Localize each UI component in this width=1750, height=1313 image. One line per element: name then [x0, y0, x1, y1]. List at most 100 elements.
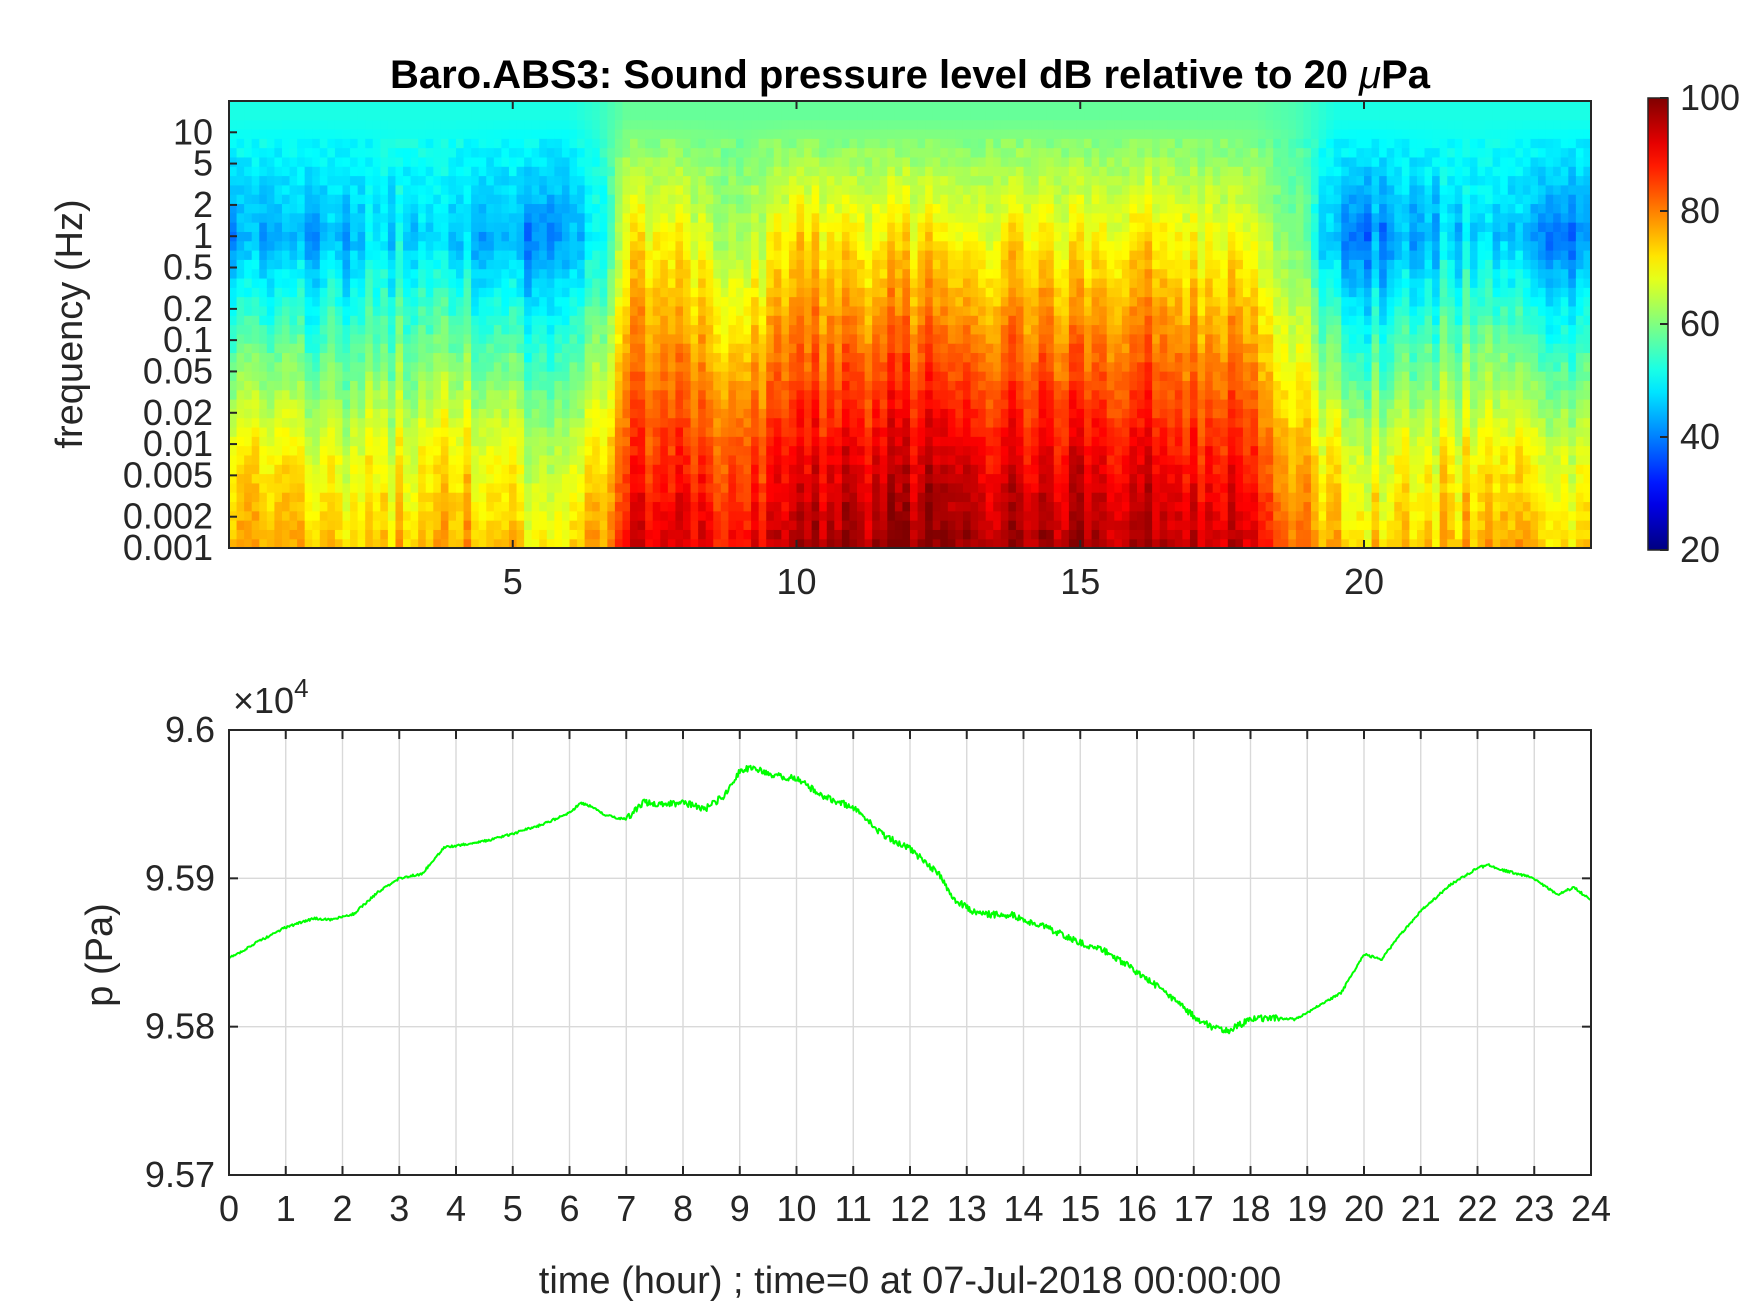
heatmap-cell — [281, 492, 291, 503]
heatmap-cell — [910, 473, 919, 484]
heatmap-cell — [592, 259, 601, 270]
heatmap-cell — [236, 277, 245, 288]
heatmap-cell — [312, 371, 321, 381]
heatmap-cell — [637, 492, 646, 503]
heatmap-cell — [607, 380, 616, 391]
heatmap-cell — [266, 128, 275, 139]
heatmap-cell — [342, 277, 351, 288]
heatmap-cell — [524, 445, 533, 456]
heatmap-cell — [978, 408, 987, 419]
heatmap-cell — [879, 436, 888, 447]
heatmap-cell — [539, 240, 548, 251]
heatmap-cell — [546, 473, 555, 484]
heatmap-cell — [266, 156, 275, 167]
heatmap-cell — [894, 101, 904, 111]
heatmap-cell — [1000, 277, 1009, 288]
heatmap-cell — [773, 510, 782, 521]
heatmap-cell — [478, 175, 487, 186]
heatmap-cell — [539, 101, 548, 111]
heatmap-cell — [357, 324, 366, 335]
heatmap-cell — [713, 250, 722, 260]
heatmap-cell — [925, 110, 934, 121]
heatmap-cell — [448, 203, 457, 214]
heatmap-cell — [788, 128, 798, 139]
heatmap-cell — [327, 473, 336, 484]
heatmap-cell — [637, 371, 646, 381]
heatmap-cell — [872, 222, 881, 232]
heatmap-cell — [758, 482, 767, 493]
heatmap-cell — [781, 454, 790, 465]
heatmap-cell — [925, 268, 934, 279]
heatmap-cell — [773, 128, 782, 139]
heatmap-cell — [713, 501, 722, 512]
heatmap-cell — [334, 324, 344, 335]
heatmap-cell — [599, 399, 608, 409]
heatmap-cell — [698, 194, 707, 205]
heatmap-cell — [440, 361, 450, 372]
heatmap-cell — [940, 259, 949, 270]
heatmap-cell — [690, 231, 699, 242]
heatmap-cell — [894, 464, 904, 475]
heatmap-cell — [743, 436, 752, 447]
heatmap-cell — [516, 343, 525, 354]
heatmap-cell — [962, 175, 972, 186]
heatmap-cell — [781, 510, 790, 521]
heatmap-cell — [554, 203, 563, 214]
heatmap-cell — [463, 240, 472, 251]
heatmap-cell — [304, 399, 313, 409]
heatmap-cell — [569, 305, 578, 316]
heatmap-cell — [758, 343, 767, 354]
heatmap-cell — [312, 250, 321, 260]
heatmap-cell — [902, 315, 911, 326]
heatmap-cell — [630, 417, 639, 428]
heatmap-cell — [501, 436, 510, 447]
heatmap-cell — [637, 184, 646, 195]
heatmap-cell — [365, 436, 374, 447]
heatmap-cell — [705, 473, 714, 484]
heatmap-cell — [622, 529, 631, 540]
heatmap-cell — [993, 212, 1002, 223]
heatmap-cell — [781, 529, 790, 540]
heatmap-cell — [350, 399, 359, 409]
heatmap-cell — [395, 305, 404, 316]
heatmap-cell — [319, 529, 328, 540]
heatmap-cell — [380, 445, 389, 456]
heatmap-cell — [849, 436, 858, 447]
heatmap-cell — [834, 156, 843, 167]
heatmap-cell — [433, 371, 442, 381]
heatmap-cell — [448, 352, 457, 363]
heatmap-cell — [735, 315, 745, 326]
heatmap-cell — [531, 445, 540, 456]
heatmap-cell — [244, 464, 253, 475]
heatmap-cell — [614, 501, 624, 512]
heatmap-cell — [569, 454, 578, 465]
heatmap-cell — [690, 454, 699, 465]
heatmap-cell — [849, 138, 858, 149]
heatmap-cell — [872, 324, 881, 335]
heatmap-cell — [614, 333, 624, 344]
heatmap-cell — [471, 492, 480, 503]
heatmap-cell — [281, 203, 291, 214]
heatmap-cell — [531, 277, 540, 288]
heatmap-cell — [508, 501, 518, 512]
heatmap-cell — [380, 510, 389, 521]
heatmap-cell — [925, 305, 934, 316]
heatmap-cell — [531, 305, 540, 316]
heatmap-cell — [622, 203, 631, 214]
heatmap-cell — [304, 445, 313, 456]
heatmap-cell — [350, 464, 359, 475]
heatmap-cell — [834, 277, 843, 288]
heatmap-cell — [561, 240, 571, 251]
heatmap-cell — [925, 361, 934, 372]
heatmap-cell — [751, 538, 760, 549]
heatmap-cell — [683, 194, 692, 205]
heatmap-cell — [947, 296, 956, 307]
heatmap-cell — [395, 231, 404, 242]
heatmap-cell — [879, 101, 888, 111]
heatmap-cell — [849, 520, 858, 530]
heatmap-cell — [236, 510, 245, 521]
heatmap-cell — [630, 436, 639, 447]
heatmap-cell — [433, 305, 442, 316]
heatmap-cell — [433, 333, 442, 344]
heatmap-cell — [554, 408, 563, 419]
